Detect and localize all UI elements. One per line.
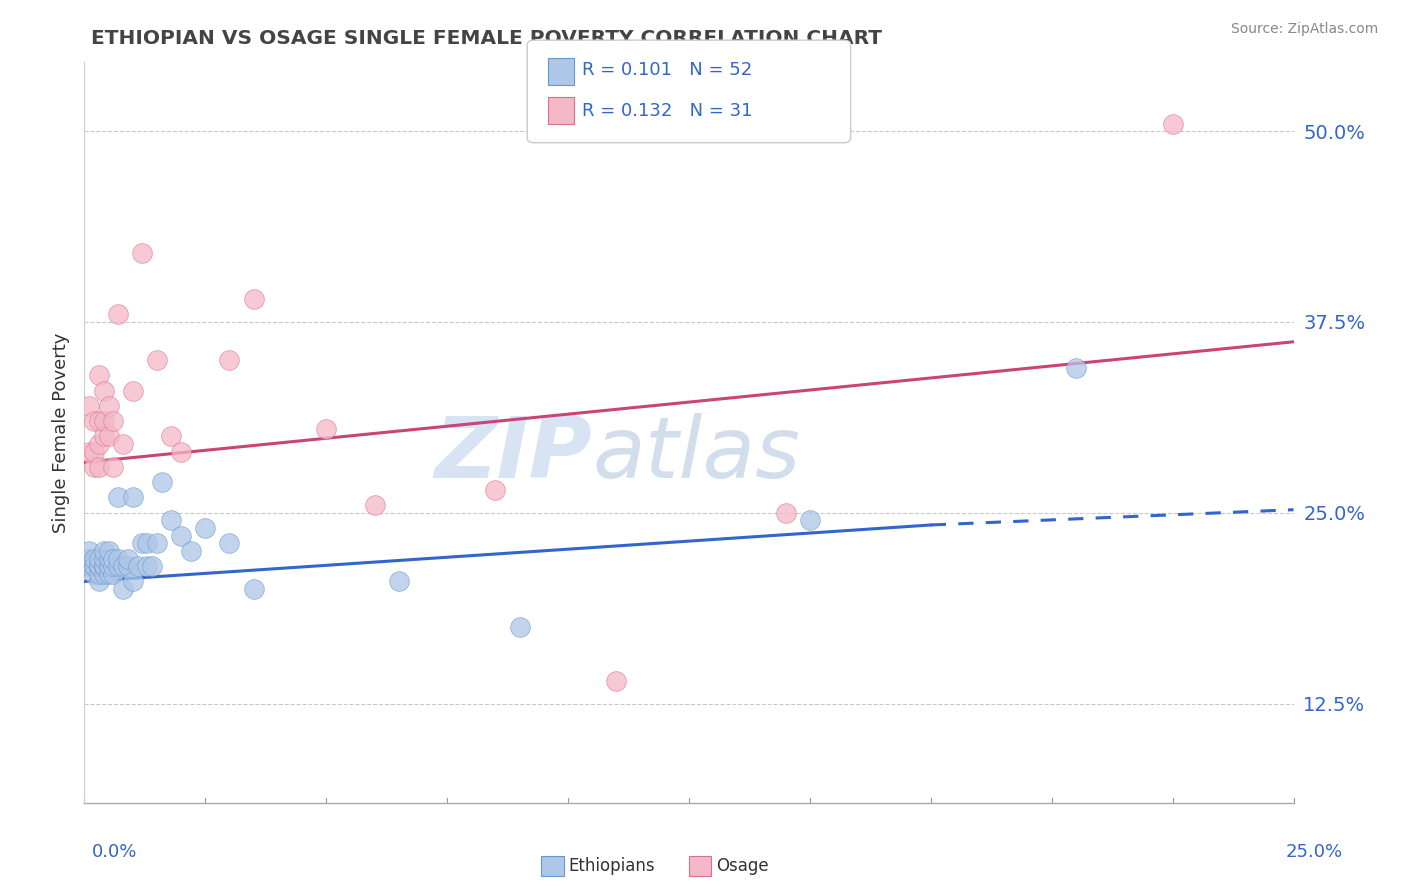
Point: [121, 574, 143, 589]
Point: [87, 551, 110, 566]
Point: [83, 460, 105, 475]
Point: [93, 551, 115, 566]
Point: [97, 559, 120, 574]
Point: [136, 536, 159, 550]
Point: [97, 399, 120, 413]
Point: [93, 559, 115, 574]
Point: [97, 544, 120, 558]
Point: [1161, 116, 1184, 130]
Point: [83, 414, 105, 428]
Point: [170, 529, 193, 543]
Point: [605, 673, 627, 688]
Point: [107, 307, 129, 321]
Text: R = 0.132   N = 31: R = 0.132 N = 31: [582, 102, 752, 120]
Point: [121, 491, 143, 505]
Point: [93, 414, 115, 428]
Point: [194, 521, 217, 535]
Point: [509, 620, 531, 634]
Y-axis label: Single Female Poverty: Single Female Poverty: [52, 333, 70, 533]
Point: [799, 513, 821, 527]
Point: [87, 559, 110, 574]
Point: [103, 460, 125, 475]
Point: [363, 498, 385, 512]
Point: [388, 574, 411, 589]
Point: [127, 559, 149, 574]
Point: [97, 551, 120, 566]
Point: [103, 566, 125, 581]
Text: ZIP: ZIP: [434, 413, 592, 496]
Point: [77, 399, 100, 413]
Text: Source: ZipAtlas.com: Source: ZipAtlas.com: [1230, 22, 1378, 37]
Point: [146, 536, 169, 550]
Text: ETHIOPIAN VS OSAGE SINGLE FEMALE POVERTY CORRELATION CHART: ETHIOPIAN VS OSAGE SINGLE FEMALE POVERTY…: [91, 29, 883, 47]
Point: [83, 444, 105, 458]
Point: [170, 444, 193, 458]
Point: [83, 559, 105, 574]
Point: [77, 544, 100, 558]
Text: 0.0%: 0.0%: [91, 843, 136, 861]
Text: 25.0%: 25.0%: [1285, 843, 1343, 861]
Point: [112, 559, 135, 574]
Point: [131, 536, 153, 550]
Point: [93, 429, 115, 443]
Point: [112, 582, 135, 596]
Point: [315, 422, 337, 436]
Point: [87, 437, 110, 451]
Point: [87, 414, 110, 428]
Point: [93, 566, 115, 581]
Point: [97, 429, 120, 443]
Point: [83, 559, 105, 574]
Text: atlas: atlas: [592, 413, 800, 496]
Point: [93, 559, 115, 574]
Point: [180, 544, 202, 558]
Point: [83, 566, 105, 581]
Point: [218, 536, 240, 550]
Point: [77, 559, 100, 574]
Point: [93, 544, 115, 558]
Point: [93, 559, 115, 574]
Point: [141, 559, 163, 574]
Point: [117, 559, 139, 574]
Point: [160, 429, 183, 443]
Point: [77, 444, 100, 458]
Point: [775, 506, 797, 520]
Point: [107, 551, 129, 566]
Point: [242, 582, 264, 596]
Point: [77, 551, 100, 566]
Point: [103, 559, 125, 574]
Point: [103, 414, 125, 428]
Point: [93, 384, 115, 398]
Point: [160, 513, 183, 527]
Point: [117, 551, 139, 566]
Point: [112, 437, 135, 451]
Text: Ethiopians: Ethiopians: [568, 857, 655, 875]
Point: [150, 475, 173, 490]
Point: [87, 460, 110, 475]
Point: [97, 559, 120, 574]
Point: [87, 574, 110, 589]
Point: [1064, 360, 1087, 375]
Text: R = 0.101   N = 52: R = 0.101 N = 52: [582, 62, 752, 79]
Point: [97, 566, 120, 581]
Point: [87, 368, 110, 383]
Point: [103, 551, 125, 566]
Point: [484, 483, 506, 497]
Point: [146, 353, 169, 368]
Point: [242, 292, 264, 306]
Point: [121, 384, 143, 398]
Point: [218, 353, 240, 368]
Point: [83, 551, 105, 566]
Point: [136, 559, 159, 574]
Point: [87, 559, 110, 574]
Point: [107, 491, 129, 505]
Point: [107, 559, 129, 574]
Point: [87, 566, 110, 581]
Point: [131, 246, 153, 260]
Text: Osage: Osage: [716, 857, 768, 875]
